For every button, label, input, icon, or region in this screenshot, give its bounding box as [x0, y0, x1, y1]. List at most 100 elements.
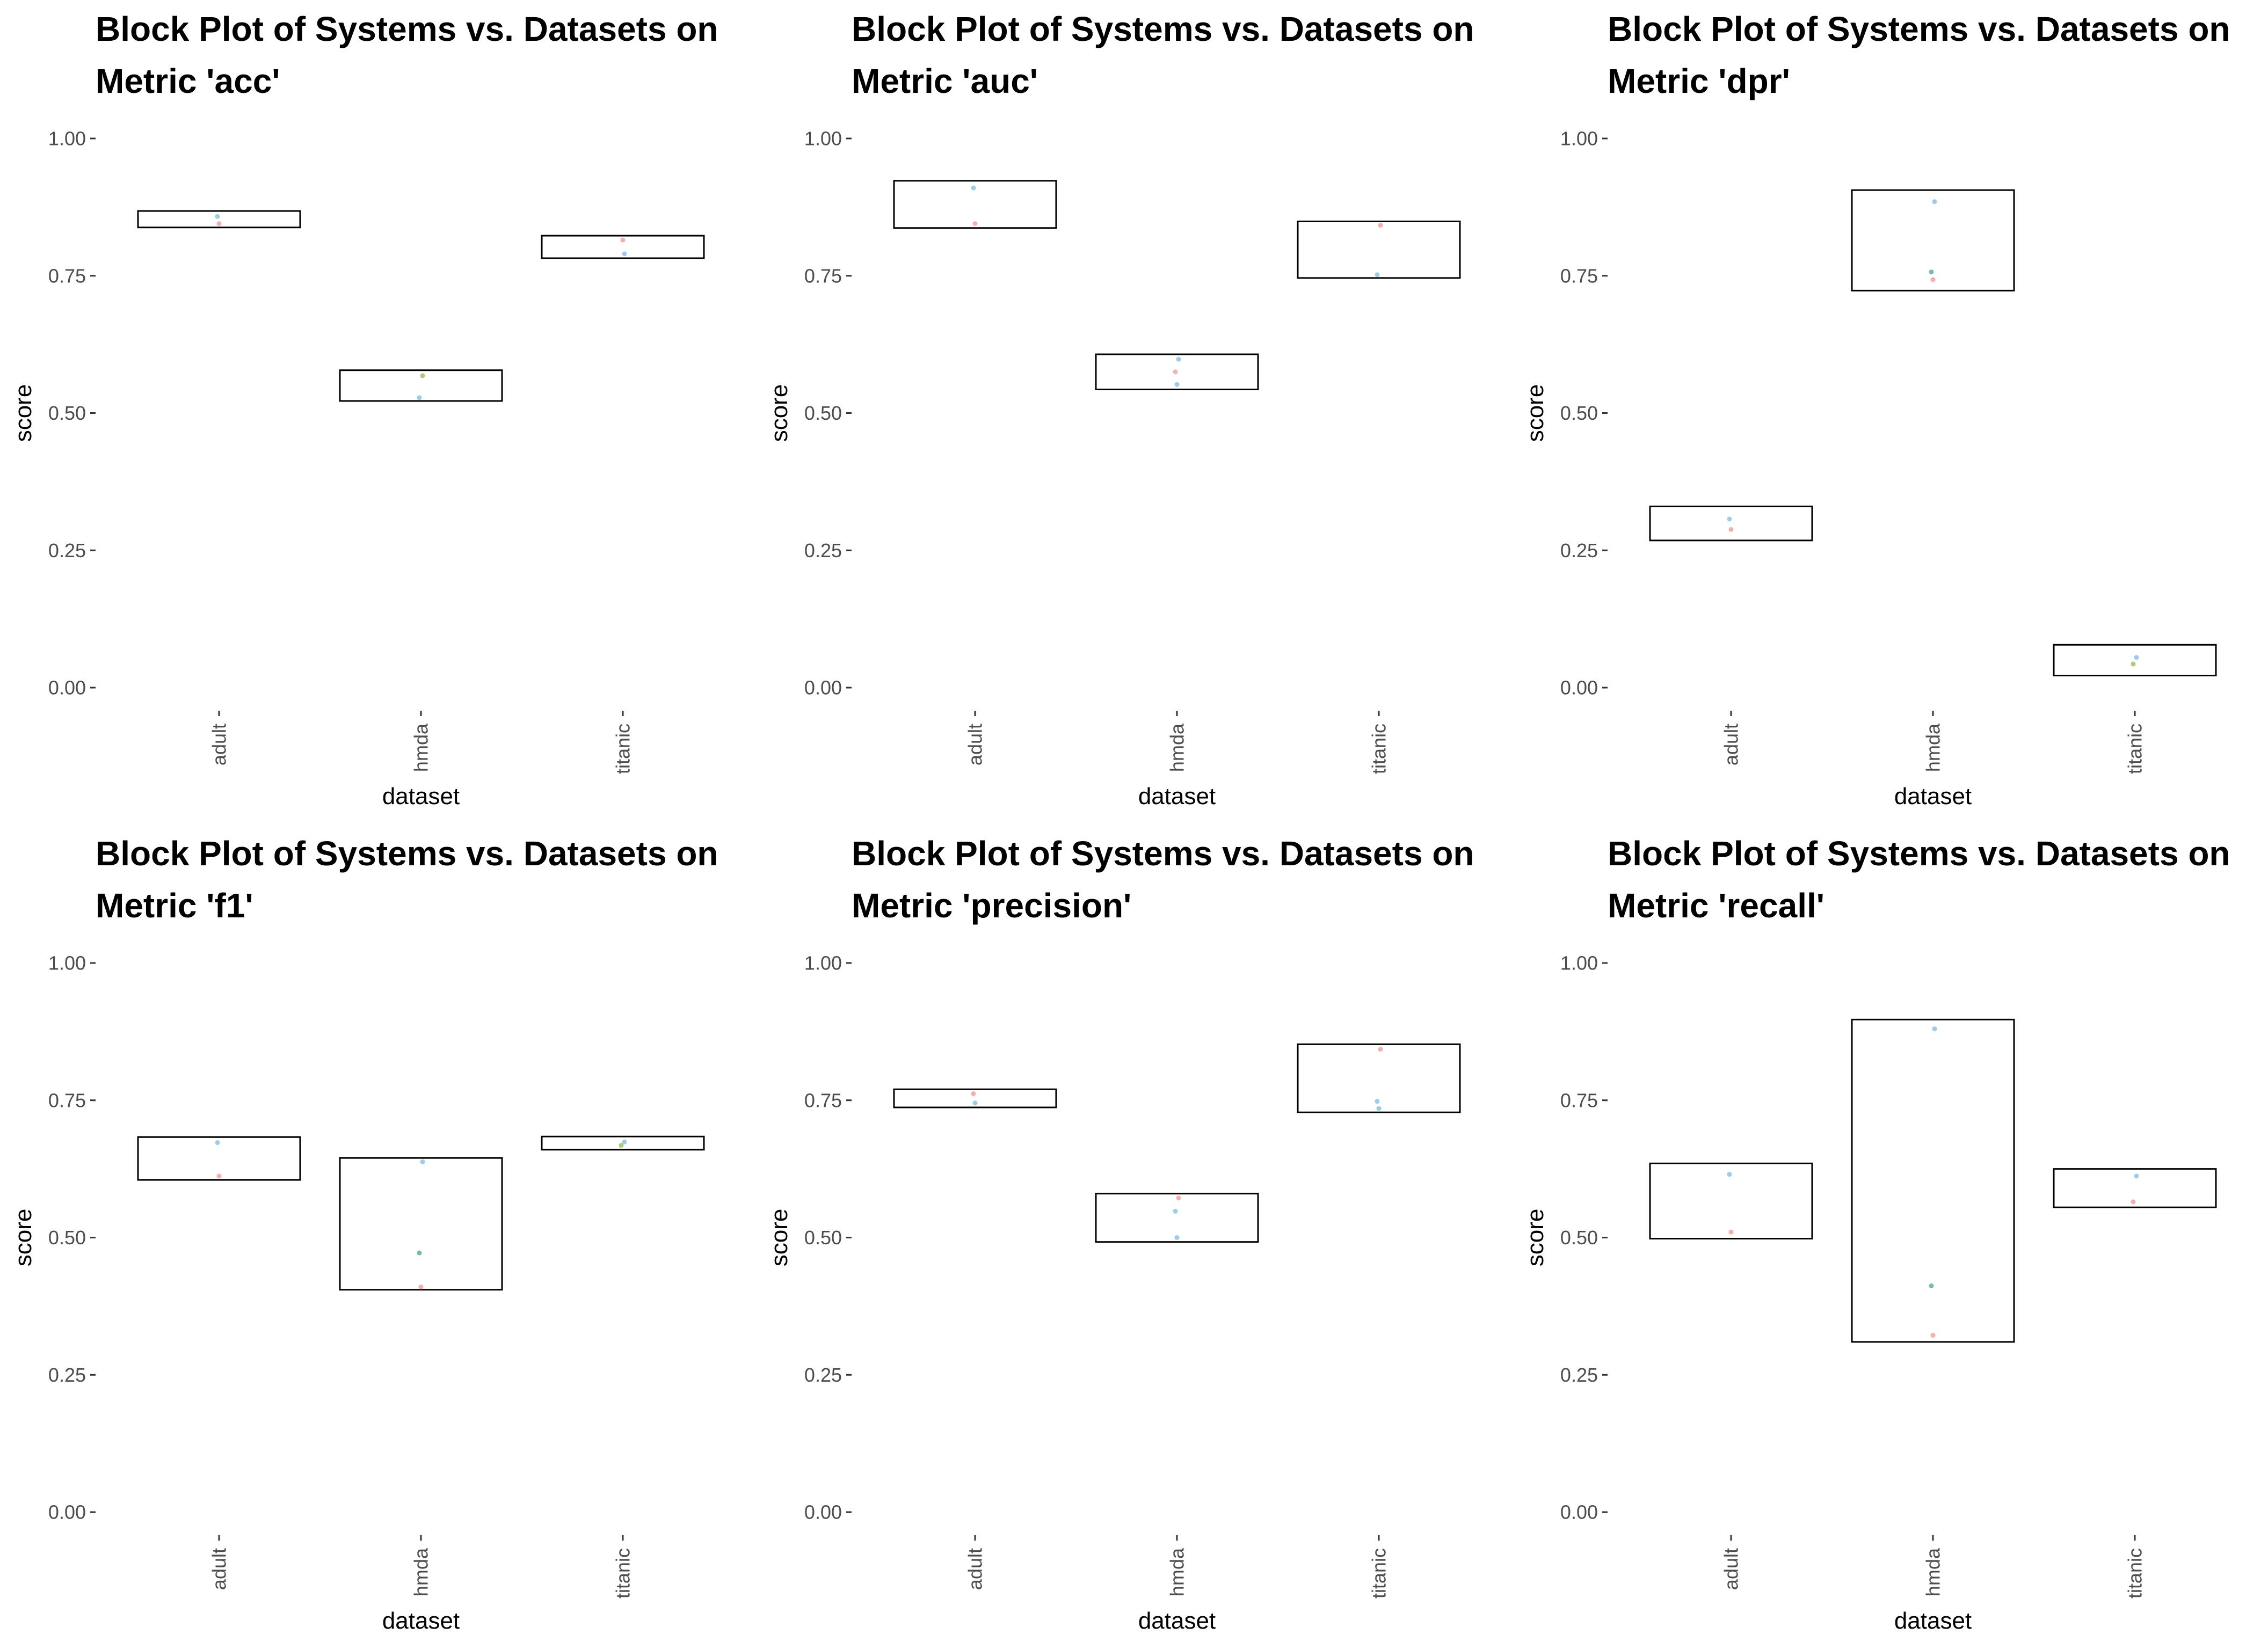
- data-point-adult: [1727, 1172, 1732, 1177]
- block-adult: [1649, 1162, 1813, 1240]
- block-hmda: [339, 369, 503, 402]
- block-titanic: [541, 235, 705, 259]
- x-tick-label-titanic: titanic: [1368, 1548, 1390, 1599]
- x-axis-title: dataset: [382, 1608, 460, 1634]
- y-tick-label: 1.00: [804, 128, 842, 150]
- y-axis-title: score: [1522, 1209, 1549, 1267]
- data-point-titanic: [622, 1139, 627, 1144]
- y-tick-label: 0.00: [48, 677, 86, 699]
- x-axis-title: dataset: [1894, 783, 1972, 809]
- block-hmda: [1095, 353, 1259, 391]
- block-titanic: [541, 1135, 705, 1151]
- y-axis-title: score: [766, 384, 793, 442]
- block-adult: [1649, 505, 1813, 542]
- block-titanic: [2053, 1168, 2217, 1208]
- y-tick-label: 0.25: [1560, 1364, 1598, 1386]
- y-tick-label: 0.25: [48, 1364, 86, 1386]
- x-tick-label-adult: adult: [964, 724, 986, 765]
- block-titanic: [1297, 1043, 1461, 1113]
- y-axis-title: score: [1522, 384, 1549, 442]
- block-hmda: [1851, 1018, 2015, 1343]
- block-adult: [137, 1136, 301, 1181]
- data-point-adult: [972, 1100, 978, 1106]
- x-axis-title: dataset: [1894, 1608, 1972, 1634]
- data-point-titanic: [1375, 272, 1380, 278]
- plot-area: 0.00 0.25 0.50 0.75 1.00 adult hmda titanic data…: [766, 952, 1461, 1634]
- x-tick-label-adult: adult: [208, 724, 230, 765]
- data-point-hmda: [1173, 1208, 1178, 1214]
- data-point-hmda: [1176, 1195, 1181, 1201]
- y-tick-label: 0.75: [804, 1089, 842, 1111]
- block-adult: [137, 210, 301, 229]
- data-point-hmda: [1929, 269, 1934, 275]
- data-point-hmda: [1932, 1026, 1937, 1032]
- y-tick-label: 0.50: [48, 402, 86, 424]
- block-titanic: [2053, 644, 2217, 676]
- data-point-adult: [215, 1140, 220, 1145]
- y-axis-title: score: [10, 1209, 37, 1267]
- y-tick-label: 1.00: [804, 952, 842, 974]
- data-point-adult: [216, 1173, 222, 1179]
- x-tick-label-titanic: titanic: [2124, 724, 2146, 774]
- x-tick-label-hmda: hmda: [410, 1548, 432, 1596]
- chart-title: Block Plot of Systems vs. Datasets on Me…: [1608, 10, 2230, 100]
- y-tick-label: 0.00: [804, 1501, 842, 1523]
- data-point-hmda: [420, 373, 425, 378]
- data-point-hmda: [1174, 1235, 1180, 1240]
- y-tick-label: 1.00: [48, 128, 86, 150]
- block-hmda: [339, 1157, 503, 1291]
- data-point-titanic: [1378, 1047, 1383, 1052]
- data-point-titanic: [2131, 1199, 2136, 1205]
- plot-area: 0.00 0.25 0.50 0.75 1.00 adult hmda titanic data…: [10, 952, 705, 1634]
- data-point-adult: [971, 1091, 976, 1096]
- x-tick-label-adult: adult: [964, 1548, 986, 1590]
- data-point-adult: [971, 185, 976, 191]
- block-adult: [893, 180, 1057, 229]
- x-tick-label-hmda: hmda: [1166, 1548, 1188, 1596]
- data-point-adult: [1728, 527, 1734, 532]
- y-tick-label: 0.75: [1560, 1089, 1598, 1111]
- y-tick-label: 0.75: [48, 265, 86, 287]
- block-hmda: [1095, 1193, 1259, 1243]
- data-point-titanic: [2134, 655, 2139, 660]
- y-tick-label: 0.50: [1560, 402, 1598, 424]
- data-point-hmda: [417, 395, 422, 400]
- y-tick-label: 0.25: [804, 539, 842, 561]
- x-tick-label-hmda: hmda: [410, 723, 432, 772]
- x-tick-label-hmda: hmda: [1166, 723, 1188, 772]
- data-point-adult: [1728, 1229, 1734, 1235]
- y-tick-label: 0.00: [804, 677, 842, 699]
- y-tick-label: 0.50: [804, 402, 842, 424]
- chart-panel-dpr: Block Plot of Systems vs. Datasets on Me…: [1512, 0, 2268, 824]
- x-axis-title: dataset: [1138, 1608, 1216, 1634]
- x-tick-label-titanic: titanic: [612, 1548, 634, 1599]
- chart-title: Block Plot of Systems vs. Datasets on Me…: [1608, 834, 2230, 925]
- chart-title: Block Plot of Systems vs. Datasets on Me…: [852, 10, 1474, 100]
- chart-title: Block Plot of Systems vs. Datasets on Me…: [852, 834, 1474, 925]
- data-point-adult: [215, 214, 220, 219]
- chart-panel-precision: Block Plot of Systems vs. Datasets on Me…: [756, 824, 1512, 1649]
- y-tick-label: 0.25: [804, 1364, 842, 1386]
- data-point-hmda: [418, 1285, 424, 1290]
- x-tick-label-adult: adult: [208, 1548, 230, 1590]
- data-point-hmda: [1930, 1333, 1936, 1338]
- y-tick-label: 1.00: [1560, 952, 1598, 974]
- block-titanic: [1297, 220, 1461, 279]
- y-tick-label: 0.50: [1560, 1227, 1598, 1249]
- data-point-hmda: [1930, 277, 1936, 282]
- plot-area: 0.00 0.25 0.50 0.75 1.00 adult hmda titanic data…: [766, 128, 1461, 809]
- chart-panel-auc: Block Plot of Systems vs. Datasets on Me…: [756, 0, 1512, 824]
- x-axis-title: dataset: [382, 783, 460, 809]
- data-point-hmda: [1932, 199, 1937, 205]
- y-tick-label: 0.00: [48, 1501, 86, 1523]
- data-point-adult: [972, 221, 978, 227]
- data-point-hmda: [1173, 369, 1178, 375]
- data-point-titanic: [620, 237, 626, 243]
- data-point-titanic: [619, 1143, 624, 1148]
- x-tick-label-titanic: titanic: [612, 724, 634, 774]
- x-tick-label-titanic: titanic: [1368, 724, 1390, 774]
- y-tick-label: 0.75: [804, 265, 842, 287]
- plot-area: 0.00 0.25 0.50 0.75 1.00 adult hmda titanic data…: [1522, 952, 2217, 1634]
- x-axis-title: dataset: [1138, 783, 1216, 809]
